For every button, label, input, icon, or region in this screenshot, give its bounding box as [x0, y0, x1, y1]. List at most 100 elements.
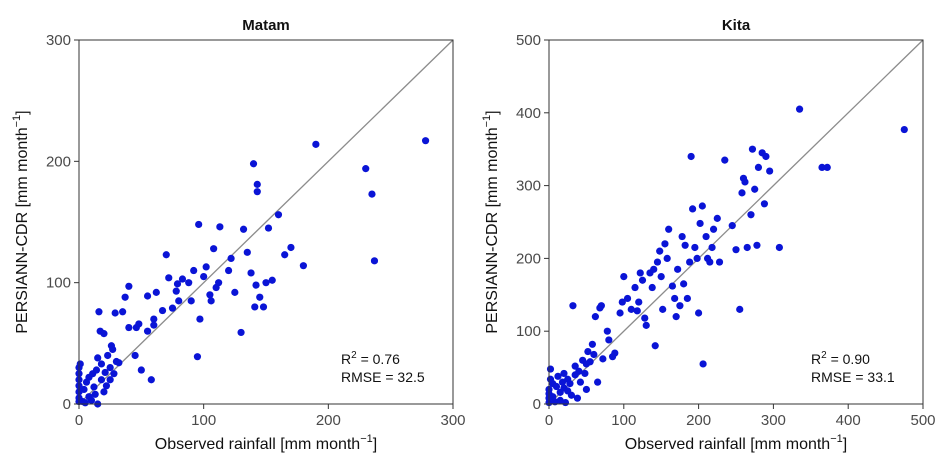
- kita-point-15: [560, 369, 568, 378]
- matam-title: Matam: [242, 17, 290, 34]
- matam-point-60: [185, 279, 193, 287]
- kita-point-31: [584, 347, 592, 356]
- kita-point-102: [751, 185, 759, 193]
- kita-title: Kita: [722, 17, 751, 34]
- kita-point-110: [795, 105, 804, 113]
- kita-point-53: [638, 276, 647, 284]
- kita-point-108: [766, 167, 774, 175]
- matam-point-53: [162, 251, 170, 259]
- kita-point-92: [721, 156, 729, 164]
- kita-point-40: [603, 327, 611, 335]
- kita-x-tick-label-3: 300: [761, 412, 786, 429]
- matam-point-81: [249, 160, 258, 168]
- matam-point-78: [239, 225, 248, 233]
- matam-point-75: [227, 254, 235, 262]
- kita-point-104: [754, 163, 763, 171]
- kita-point-89: [709, 225, 718, 233]
- kita-point-34: [590, 350, 598, 359]
- matam-point-56: [172, 287, 180, 295]
- matam-y-tick-label-2: 200: [46, 153, 71, 170]
- matam-point-80: [247, 269, 255, 277]
- matam-point-98: [370, 257, 379, 265]
- matam-point-99: [421, 137, 430, 145]
- matam-point-38: [119, 308, 127, 316]
- kita-point-64: [661, 240, 669, 248]
- matam-panel: 0 100 200 300 0 100 200 300 Matam Observed rainfa…: [11, 17, 466, 453]
- matam-point-87: [259, 303, 268, 311]
- matam-point-93: [287, 243, 295, 252]
- kita-point-70: [674, 265, 682, 273]
- kita-point-51: [635, 298, 643, 306]
- matam-point-42: [131, 351, 139, 360]
- matam-point-91: [274, 211, 283, 219]
- kita-point-13: [558, 378, 567, 386]
- kita-point-69: [672, 313, 680, 321]
- kita-y-axis-label: PERSIANN-CDR [mm month−1]: [481, 110, 501, 333]
- matam-point-86: [256, 293, 264, 301]
- matam-plot-frame: [78, 39, 454, 405]
- kita-point-32: [586, 358, 594, 366]
- matam-point-77: [237, 328, 245, 337]
- matam-point-94: [299, 262, 307, 270]
- kita-point-45: [618, 298, 626, 306]
- kita-point-109: [775, 243, 783, 252]
- kita-point-28: [581, 369, 589, 378]
- matam-point-51: [152, 288, 160, 296]
- kita-point-84: [699, 360, 707, 368]
- matam-point-17: [91, 390, 99, 398]
- kita-point-94: [732, 246, 740, 254]
- matam-y-tick-label-1: 100: [46, 275, 71, 292]
- matam-point-31: [106, 364, 114, 372]
- kita-point-54: [641, 314, 649, 322]
- matam-point-62: [190, 266, 198, 275]
- matam-point-65: [196, 315, 204, 323]
- kita-point-60: [653, 258, 662, 266]
- kita-point-103: [753, 241, 761, 249]
- kita-point-39: [599, 355, 607, 363]
- matam-point-45: [137, 366, 145, 374]
- matam-point-57: [173, 280, 182, 288]
- matam-point-9: [80, 385, 88, 394]
- kita-point-65: [663, 254, 671, 262]
- kita-y-tick-label-1: 100: [516, 323, 541, 340]
- kita-point-75: [683, 294, 691, 303]
- matam-point-58: [175, 297, 183, 305]
- kita-point-63: [659, 305, 667, 313]
- kita-point-21: [569, 302, 577, 310]
- kita-y-tick-label-2: 200: [516, 250, 541, 267]
- kita-y-tick-label-5: 500: [516, 32, 541, 49]
- matam-point-66: [200, 273, 208, 281]
- matam-point-25: [100, 388, 108, 396]
- matam-point-69: [207, 297, 215, 305]
- kita-point-79: [691, 243, 699, 252]
- kita-point-46: [620, 273, 628, 281]
- kita-point-112: [823, 163, 831, 171]
- kita-point-99: [743, 243, 751, 252]
- matam-point-68: [206, 291, 214, 299]
- matam-point-47: [143, 292, 152, 300]
- matam-point-52: [158, 306, 167, 315]
- kita-point-23: [571, 362, 579, 370]
- kita-point-88: [708, 243, 716, 252]
- matam-point-27: [101, 368, 109, 377]
- matam-y-axis-label: PERSIANN-CDR [mm month−1]: [11, 110, 31, 333]
- kita-point-36: [594, 378, 602, 386]
- matam-point-89: [264, 224, 273, 232]
- matam-point-14: [87, 396, 96, 404]
- matam-point-70: [210, 245, 218, 253]
- kita-point-43: [611, 349, 619, 357]
- kita-point-41: [605, 336, 613, 344]
- kita-point-77: [687, 152, 695, 161]
- kita-point-107: [762, 152, 770, 161]
- kita-point-35: [591, 313, 599, 321]
- kita-rmse-label: RMSE = 33.1: [811, 369, 895, 385]
- matam-point-59: [178, 275, 187, 283]
- kita-point-59: [651, 342, 659, 350]
- matam-point-39: [121, 293, 129, 301]
- kita-point-96: [738, 189, 746, 197]
- matam-point-33: [109, 345, 117, 353]
- matam-point-24: [97, 360, 106, 368]
- kita-point-98: [741, 178, 749, 186]
- matam-point-97: [368, 190, 376, 198]
- matam-point-73: [216, 223, 224, 231]
